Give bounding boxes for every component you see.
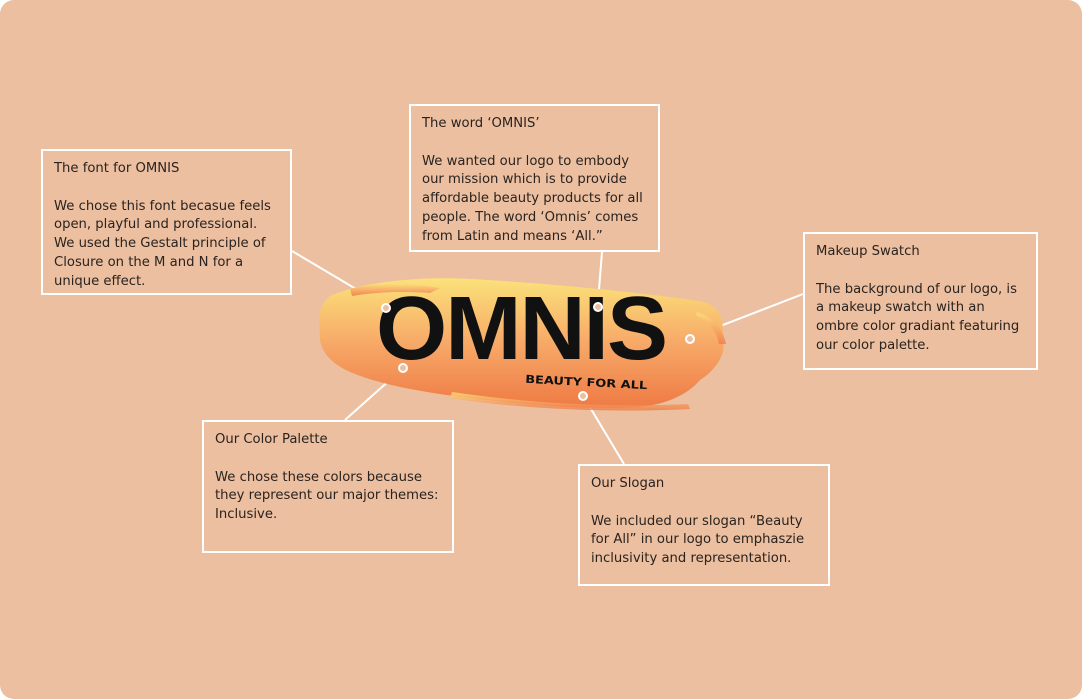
annotation-palette: Our Color Palette We chose these colors … <box>202 420 454 553</box>
annotation-slogan-body: We included our slogan “Beauty for All” … <box>591 513 805 567</box>
hotspot-palette[interactable] <box>398 363 408 373</box>
annotation-palette-title: Our Color Palette <box>215 432 328 447</box>
annotation-swatch: Makeup Swatch The background of our logo… <box>803 232 1038 370</box>
annotation-word-body: We wanted our logo to embody our mission… <box>422 153 643 244</box>
hotspot-font[interactable] <box>381 303 391 313</box>
annotation-word-title: The word ‘OMNIS’ <box>422 116 540 131</box>
hotspot-swatch[interactable] <box>685 334 695 344</box>
annotation-palette-body: We chose these colors because they repre… <box>215 469 439 523</box>
annotation-slogan: Our Slogan We included our slogan “Beaut… <box>578 464 830 586</box>
annotation-font-title: The font for OMNIS <box>54 161 180 176</box>
annotation-swatch-body: The background of our logo, is a makeup … <box>816 281 1020 353</box>
annotation-font: The font for OMNIS We chose this font be… <box>41 149 292 295</box>
logo-wordmark: OMNIS <box>376 279 666 379</box>
hotspot-word[interactable] <box>593 302 603 312</box>
hotspot-slogan[interactable] <box>578 391 588 401</box>
annotation-swatch-title: Makeup Swatch <box>816 244 920 259</box>
makeup-swatch-brush <box>319 278 726 411</box>
annotation-slogan-title: Our Slogan <box>591 476 665 491</box>
annotation-word: The word ‘OMNIS’ We wanted our logo to e… <box>409 104 660 252</box>
logo-slogan: BEAUTY FOR ALL <box>525 373 648 392</box>
annotation-font-body: We chose this font becasue feels open, p… <box>54 198 271 289</box>
